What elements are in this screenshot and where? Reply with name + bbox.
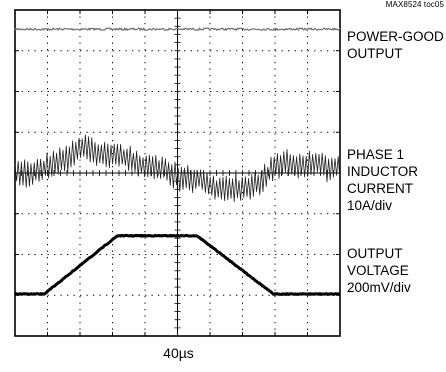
output-voltage-label-line-2: VOLTAGE	[347, 263, 409, 278]
figure-tag: MAX8524 toc05	[385, 0, 444, 9]
timebase-label: 40µs	[163, 345, 194, 361]
inductor-current-trace	[14, 134, 341, 203]
inductor-current-label-line-1: PHASE 1	[347, 147, 405, 162]
power-good-label-line-1: POWER-GOOD	[347, 29, 444, 44]
power-good-label-line-2: OUTPUT	[347, 46, 403, 61]
power-good-trace	[14, 27, 341, 31]
power-good-label: POWER-GOOD OUTPUT	[347, 28, 444, 62]
inductor-current-label-line-3: CURRENT	[347, 181, 413, 196]
output-voltage-label-line-1: OUTPUT	[347, 246, 403, 261]
inductor-current-label-line-4: 10A/div	[347, 198, 393, 213]
output-voltage-trace	[14, 233, 341, 296]
output-voltage-label-line-3: 200mV/div	[347, 280, 411, 295]
traces	[14, 27, 341, 296]
output-voltage-label: OUTPUT VOLTAGE 200mV/div	[347, 245, 411, 296]
inductor-current-label-line-2: INDUCTOR	[347, 164, 419, 179]
inductor-current-label: PHASE 1 INDUCTOR CURRENT 10A/div	[347, 146, 418, 214]
